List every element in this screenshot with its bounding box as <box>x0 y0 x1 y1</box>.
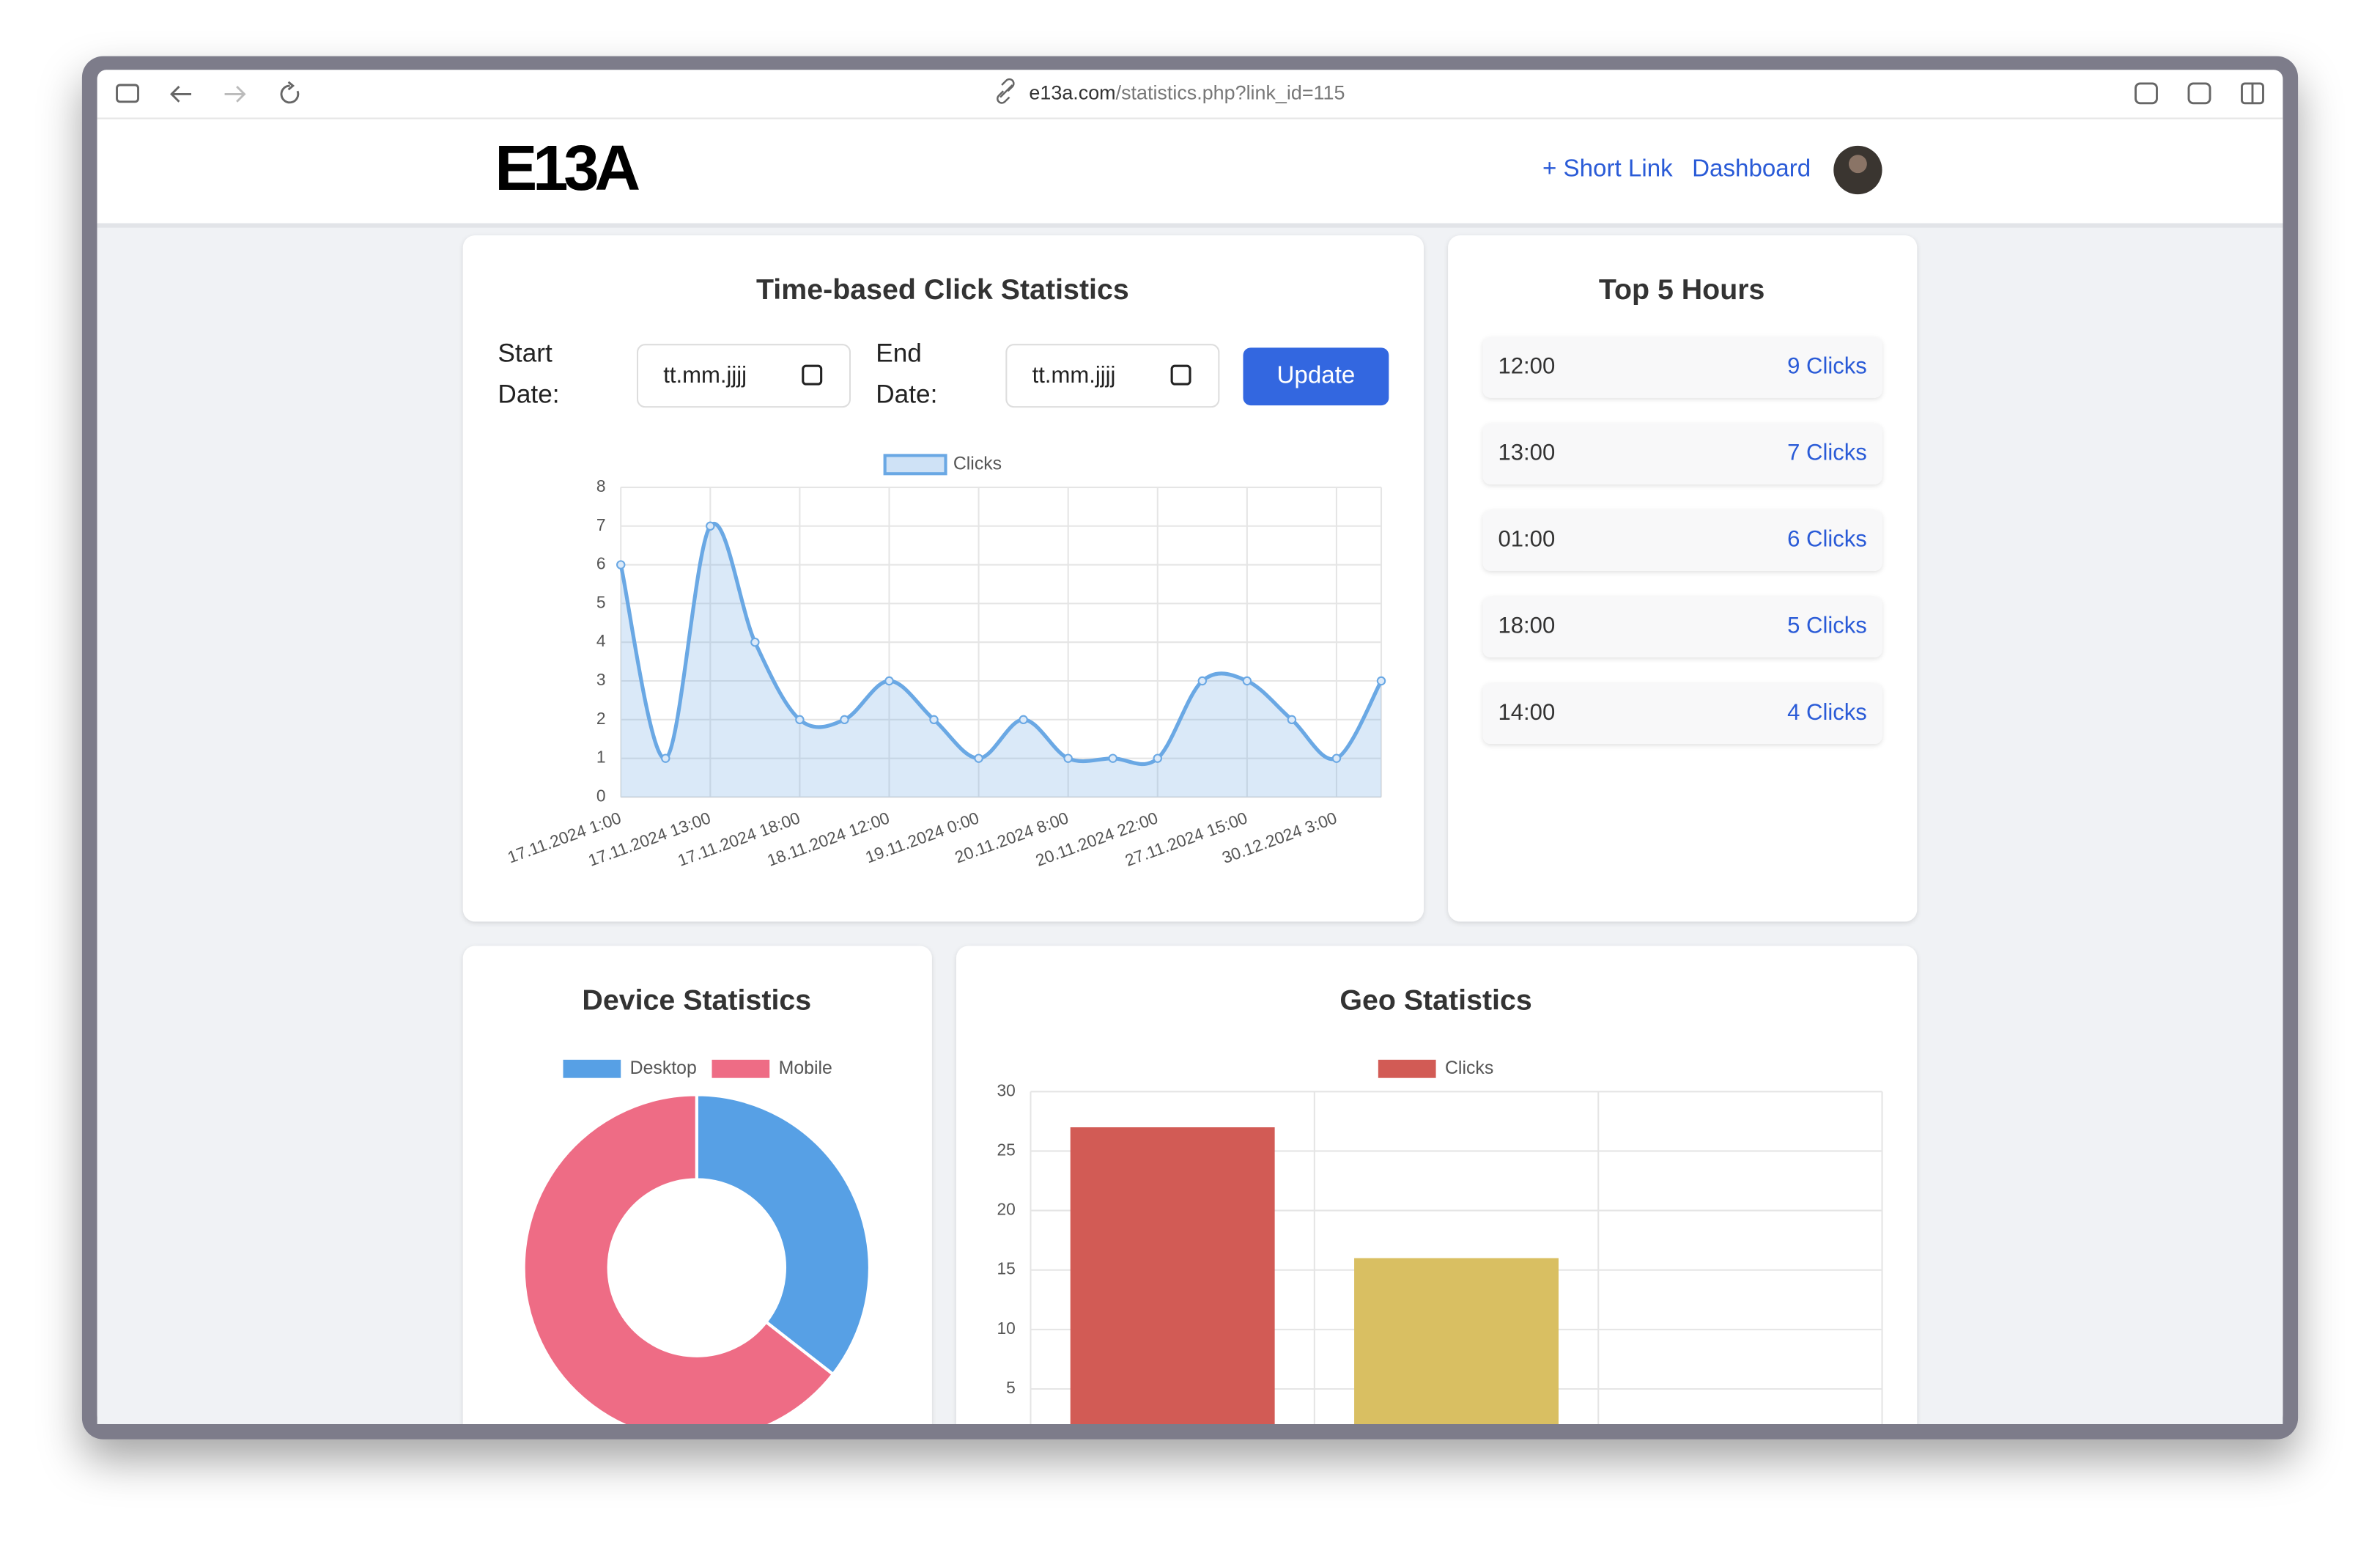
hour-clicks: 7 Clicks <box>1787 440 1867 465</box>
y-tick-label: 1 <box>596 748 606 767</box>
hour: 13:00 <box>1498 440 1555 465</box>
card-title: Geo Statistics <box>1339 984 1531 1017</box>
legend-swatch <box>1378 1059 1436 1078</box>
hour-row <box>1482 509 1882 571</box>
hour-row <box>1482 597 1882 657</box>
point <box>884 676 894 686</box>
legend-swatch <box>712 1059 770 1078</box>
legend-swatch <box>563 1059 621 1078</box>
card-title: Time-based Click Statistics <box>756 273 1129 306</box>
hour-clicks: 5 Clicks <box>1787 613 1867 638</box>
y-tick-label: 15 <box>997 1259 1015 1278</box>
y-tick-label: 10 <box>997 1319 1015 1338</box>
point <box>1063 753 1073 763</box>
point <box>1242 676 1252 686</box>
avatar-face <box>1848 155 1867 174</box>
y-tick-label: 0 <box>1006 1437 1016 1456</box>
y-tick-label: 0 <box>596 786 606 806</box>
point <box>929 715 939 725</box>
legend-label: Desktop <box>630 1058 697 1078</box>
point <box>1108 753 1117 763</box>
calendar-icon[interactable] <box>802 364 823 386</box>
end-date-input[interactable] <box>1005 344 1220 408</box>
point <box>616 560 626 570</box>
legend-swatch <box>883 454 947 476</box>
sidebar-icon[interactable] <box>116 84 139 103</box>
y-tick-label: 2 <box>596 709 606 728</box>
legend-label: Mobile <box>779 1058 832 1078</box>
url-path: /statistics.php?link_id=115 <box>1116 82 1345 104</box>
point <box>1331 753 1342 763</box>
back-icon[interactable] <box>170 86 192 103</box>
card <box>1448 235 1918 922</box>
point <box>1197 676 1208 686</box>
update-button[interactable] <box>1243 347 1389 406</box>
card-title: Top 5 Hours <box>1599 273 1765 306</box>
point <box>840 715 849 725</box>
y-tick-label: 5 <box>596 592 606 611</box>
hour: 14:00 <box>1498 699 1555 725</box>
point <box>661 753 670 763</box>
y-tick-label: 7 <box>596 515 606 534</box>
y-tick-label: 25 <box>997 1140 1015 1159</box>
nav-link[interactable]: + Short Link <box>1542 155 1673 183</box>
hour: 01:00 <box>1498 526 1555 552</box>
url-bar[interactable]: e13a.com/statistics.php?link_id=115 <box>1029 82 1345 104</box>
reload-icon[interactable] <box>280 81 300 104</box>
y-tick-label: 3 <box>596 670 606 689</box>
point <box>795 715 805 725</box>
translate-icon[interactable] <box>2135 82 2158 105</box>
card-title: Device Statistics <box>582 984 811 1017</box>
point <box>706 521 715 531</box>
point <box>974 753 983 763</box>
bar <box>1354 1258 1559 1424</box>
y-tick-label: 6 <box>596 554 606 573</box>
legend-label: Clicks <box>953 454 1002 473</box>
doughnut-segment <box>695 1093 871 1376</box>
bar <box>1070 1127 1275 1424</box>
nav-link[interactable]: Dashboard <box>1692 155 1811 183</box>
end-label: End Date: <box>876 339 937 409</box>
y-tick-label: 4 <box>596 631 606 650</box>
date-placeholder: tt.mm.jjjj <box>1032 362 1116 388</box>
y-tick-label: 30 <box>997 1080 1015 1099</box>
hour-row <box>1482 423 1882 484</box>
viewport: Start Date: tt.mm.jjjj End Date: tt.mm.jjj… <box>97 223 2283 1456</box>
hour-clicks: 6 Clicks <box>1787 526 1867 552</box>
start-label: Start Date: <box>498 339 559 409</box>
doughnut-segment <box>522 1093 835 1424</box>
legend-label: Clicks <box>1445 1058 1493 1078</box>
point <box>1287 715 1297 725</box>
point <box>1153 753 1162 763</box>
hour-row <box>1482 683 1882 744</box>
hour-row <box>1482 336 1882 398</box>
hour: 18:00 <box>1498 613 1555 638</box>
hour-clicks: 9 Clicks <box>1787 353 1867 378</box>
date-placeholder: tt.mm.jjjj <box>663 362 747 388</box>
y-tick-label: 5 <box>1006 1378 1016 1397</box>
nav-shadow <box>97 223 2283 228</box>
link-icon <box>997 78 1015 104</box>
extension-icon[interactable] <box>2187 82 2211 105</box>
point <box>750 637 760 647</box>
hour-clicks: 4 Clicks <box>1787 699 1867 725</box>
logo[interactable]: E13A <box>495 133 643 204</box>
toolbar <box>116 78 2264 105</box>
start-date-input[interactable] <box>636 344 851 408</box>
calendar-icon[interactable] <box>1170 364 1191 386</box>
button-label: Update <box>1277 361 1356 388</box>
url-host: e13a.com <box>1029 82 1115 104</box>
area <box>621 523 1381 797</box>
site-nav <box>97 119 2283 224</box>
point <box>1019 715 1028 725</box>
forward-icon[interactable] <box>224 86 246 103</box>
hour: 12:00 <box>1498 353 1555 378</box>
y-tick-label: 8 <box>596 476 606 495</box>
y-tick-label: 20 <box>997 1200 1015 1219</box>
point <box>1376 676 1386 686</box>
